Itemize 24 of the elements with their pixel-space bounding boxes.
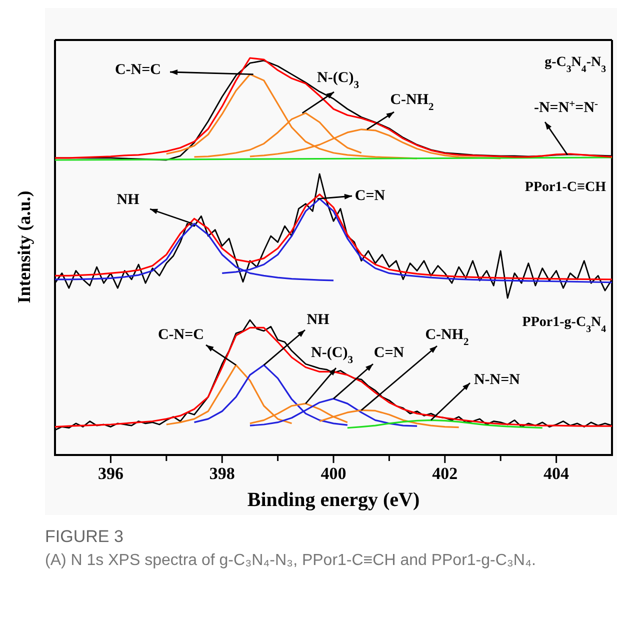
chart-title: g-C$_{3}$N$_{4}$-N$_{3}$ — [544, 55, 606, 74]
x-tick-label: 404 — [544, 464, 570, 483]
annotation: N-N=N — [474, 372, 520, 388]
annotation: NH — [116, 192, 140, 208]
annotation: C-N=C — [114, 62, 162, 78]
annotation: C-N=C — [158, 327, 204, 343]
annotation: C-NH$_{2}$ — [390, 92, 434, 112]
annotation: -N=N$^{+}$=N$^{-}$ — [534, 98, 599, 116]
annotation: NH — [306, 312, 330, 328]
chart-title: PPor1-g-C$_{3}$N$_{4}$ — [522, 315, 606, 334]
annotation: C=N — [374, 345, 404, 361]
annotation: N-(C)$_{3}$ — [317, 70, 359, 90]
x-tick-label: 398 — [209, 464, 235, 483]
x-tick-label: 396 — [98, 464, 124, 483]
chart-title: PPor1-C≡CH — [524, 180, 606, 195]
x-tick-label: 402 — [432, 464, 458, 483]
x-axis-title: Binding energy (eV) — [247, 489, 420, 511]
x-tick-label: 400 — [320, 464, 346, 483]
annotation: C=N — [354, 188, 386, 204]
text: (A) N 1s XPS spectra of g-C₃N₄-N₃, PPor1-C≡CH and PPor1-g-C₃N₄. — [45, 551, 537, 571]
y-axis-title: Intensity (a.u.) — [14, 190, 34, 304]
annotation: C-NH$_{2}$ — [425, 327, 469, 348]
caption: FIGURE 3 — [45, 526, 124, 548]
annotation: N-(C)$_{3}$ — [311, 345, 353, 366]
